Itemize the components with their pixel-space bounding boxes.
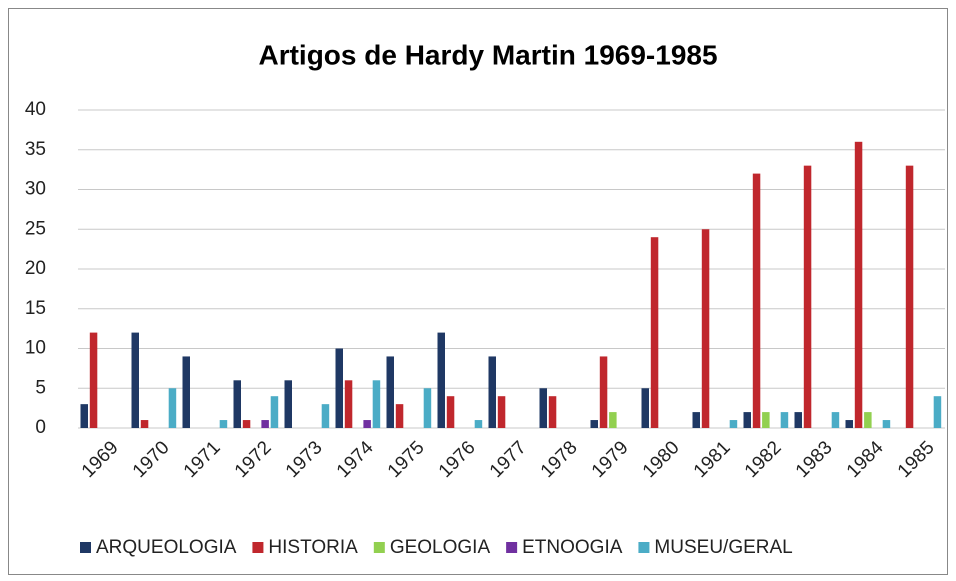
- bar: [692, 412, 700, 428]
- chart-border: [8, 8, 948, 575]
- bar: [854, 141, 863, 429]
- legend-swatch: [80, 542, 91, 553]
- bar: [89, 332, 98, 428]
- bar: [140, 420, 149, 428]
- bar: [752, 173, 761, 428]
- chart-title: Artigos de Hardy Martin 1969-1985: [258, 39, 717, 70]
- bar: [270, 396, 279, 428]
- legend-swatch: [373, 542, 385, 553]
- bar: [729, 420, 738, 428]
- bar: [423, 388, 432, 428]
- bar: [933, 396, 942, 428]
- bar: [497, 396, 506, 428]
- legend-label: HISTORIA: [268, 537, 358, 558]
- bar: [168, 388, 177, 428]
- y-tick-label: 40: [25, 99, 46, 120]
- bar: [905, 165, 914, 428]
- y-tick-label: 30: [25, 179, 46, 200]
- legend-label: GEOLOGIA: [390, 537, 491, 558]
- bar: [831, 412, 840, 428]
- bar: [548, 396, 557, 428]
- bar: [386, 356, 394, 428]
- legend-swatch: [252, 542, 264, 553]
- y-tick-label: 25: [25, 218, 46, 239]
- y-tick-label: 15: [25, 298, 46, 319]
- bar: [590, 420, 598, 428]
- bar: [321, 404, 330, 428]
- bar: [609, 412, 617, 428]
- bar: [261, 420, 269, 428]
- bar: [882, 420, 891, 428]
- legend-swatch: [506, 542, 518, 553]
- legend-label: ETNOOGIA: [522, 537, 623, 558]
- legend-label: ARQUEOLOGIA: [96, 537, 237, 558]
- bar: [363, 420, 371, 428]
- bar: [446, 396, 455, 428]
- bar: [344, 380, 353, 428]
- bar: [794, 412, 802, 428]
- bar: [395, 404, 404, 428]
- y-tick-label: 10: [25, 338, 46, 359]
- bar: [335, 348, 343, 428]
- bar: [539, 388, 547, 428]
- bar: [233, 380, 241, 428]
- bar: [80, 404, 88, 428]
- bar: [845, 420, 853, 428]
- bar: [650, 237, 659, 428]
- bar: [488, 356, 496, 428]
- bar: [219, 420, 228, 428]
- bar: [372, 380, 381, 428]
- y-tick-label: 20: [25, 258, 46, 279]
- bar: [242, 420, 251, 428]
- bar: [474, 420, 483, 428]
- bar: [641, 388, 649, 428]
- y-tick-label: 35: [25, 139, 46, 160]
- bar: [701, 229, 710, 428]
- bar: [599, 356, 608, 428]
- bar: [131, 332, 139, 428]
- y-tick-label: 5: [35, 377, 46, 398]
- y-tick-label: 0: [35, 417, 46, 438]
- legend-swatch: [638, 542, 650, 553]
- bar: [780, 412, 789, 428]
- bar: [864, 412, 872, 428]
- legend-label: MUSEU/GERAL: [654, 537, 792, 558]
- bar: [762, 412, 770, 428]
- bar: [437, 332, 445, 428]
- bar: [182, 356, 190, 428]
- bar: [284, 380, 292, 428]
- bar: [743, 412, 751, 428]
- bar: [803, 165, 812, 428]
